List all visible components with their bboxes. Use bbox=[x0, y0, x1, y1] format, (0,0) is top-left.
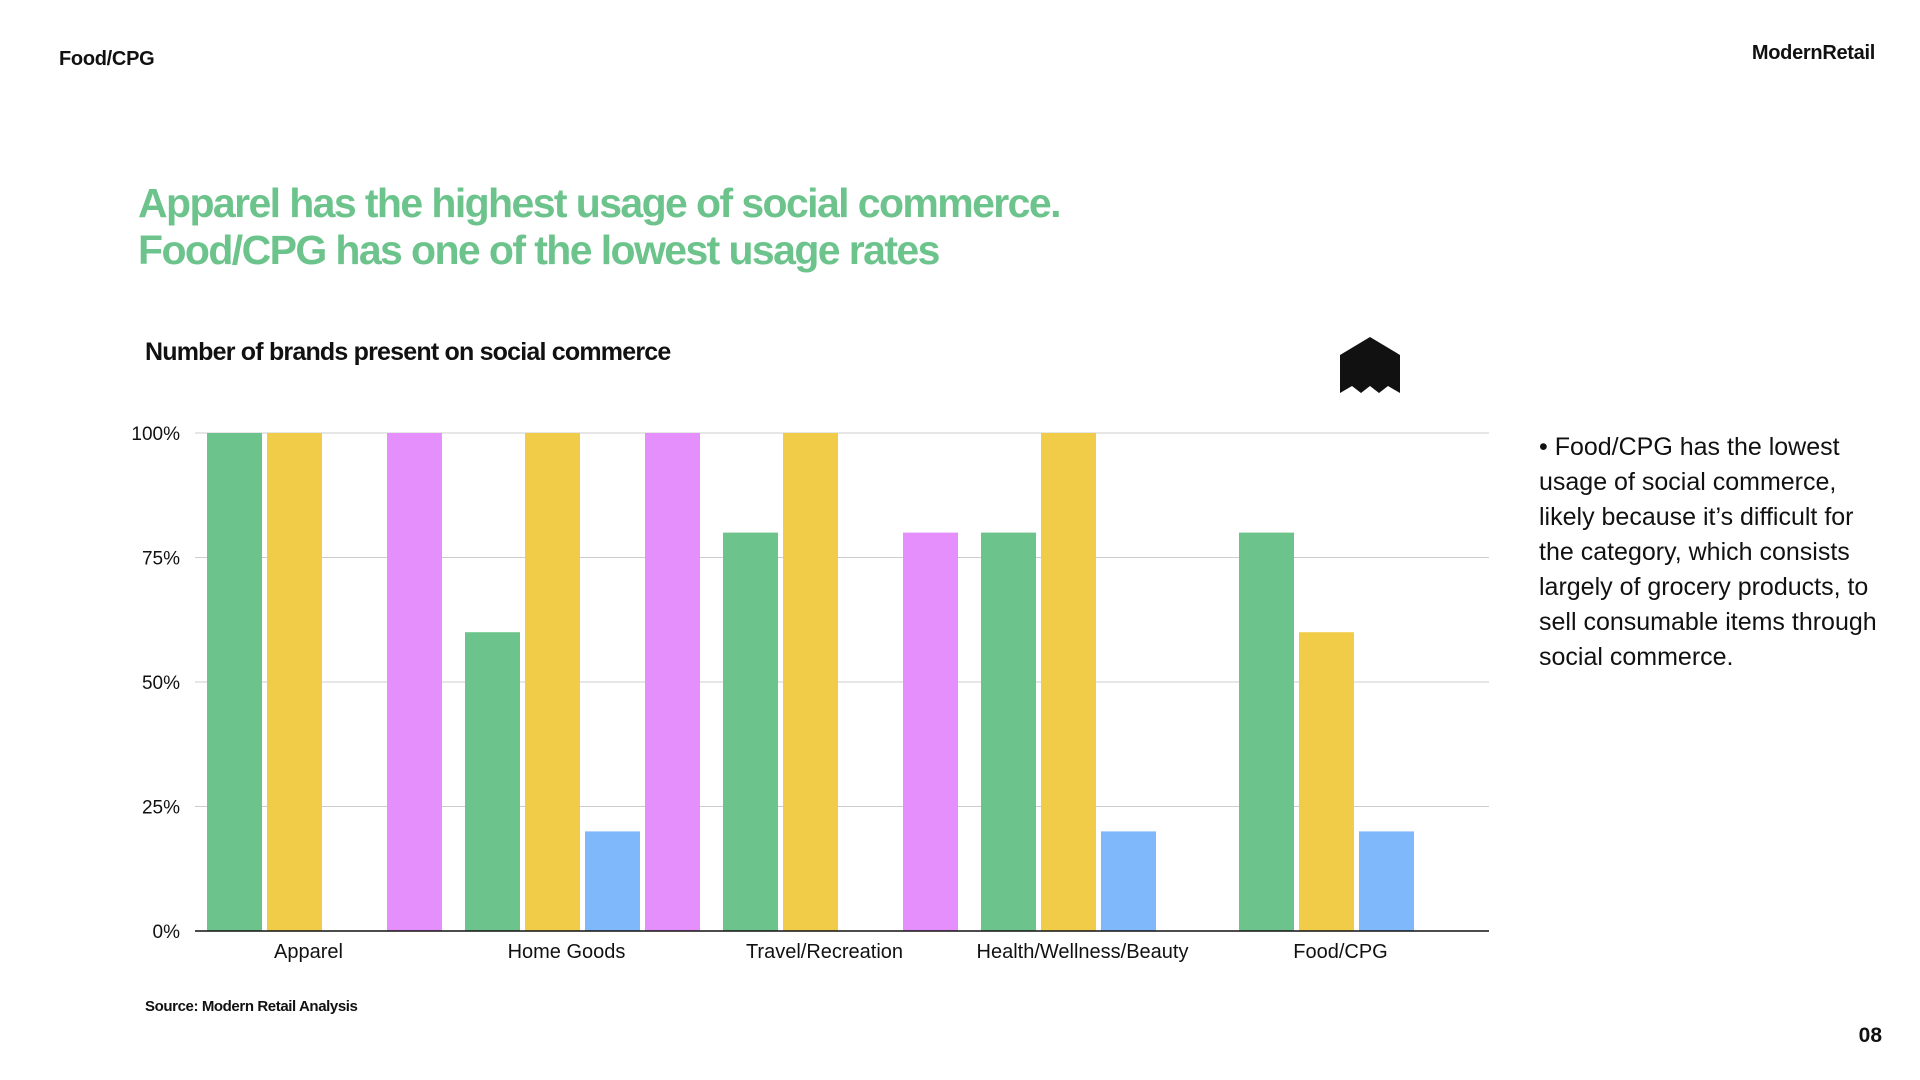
bar bbox=[1041, 433, 1096, 931]
x-category-label: Travel/Recreation bbox=[746, 941, 903, 963]
y-tick-label: 25% bbox=[142, 798, 180, 819]
y-tick-label: 75% bbox=[142, 549, 180, 570]
bar bbox=[981, 533, 1036, 931]
bar bbox=[207, 433, 262, 931]
x-category-label: Home Goods bbox=[508, 941, 626, 963]
bar bbox=[723, 533, 778, 931]
y-tick-label: 50% bbox=[142, 673, 180, 694]
bar bbox=[1239, 533, 1294, 931]
bar bbox=[903, 533, 958, 931]
y-tick-label: 0% bbox=[153, 922, 181, 943]
bar bbox=[645, 433, 700, 931]
bar bbox=[1101, 831, 1156, 931]
y-tick-label: 100% bbox=[131, 424, 180, 445]
page-number: 08 bbox=[1859, 1024, 1882, 1048]
bar bbox=[585, 831, 640, 931]
bar bbox=[525, 433, 580, 931]
x-category-label: Apparel bbox=[274, 941, 343, 963]
x-category-label: Health/Wellness/Beauty bbox=[977, 941, 1189, 963]
bar bbox=[1359, 831, 1414, 931]
chart-note: • Food/CPG has the lowest usage of socia… bbox=[1539, 430, 1879, 675]
bar bbox=[387, 433, 442, 931]
source-note: Source: Modern Retail Analysis bbox=[145, 998, 358, 1015]
bar bbox=[1299, 632, 1354, 931]
x-category-label: Food/CPG bbox=[1293, 941, 1387, 963]
bar bbox=[465, 632, 520, 931]
bar bbox=[267, 433, 322, 931]
bar bbox=[783, 433, 838, 931]
